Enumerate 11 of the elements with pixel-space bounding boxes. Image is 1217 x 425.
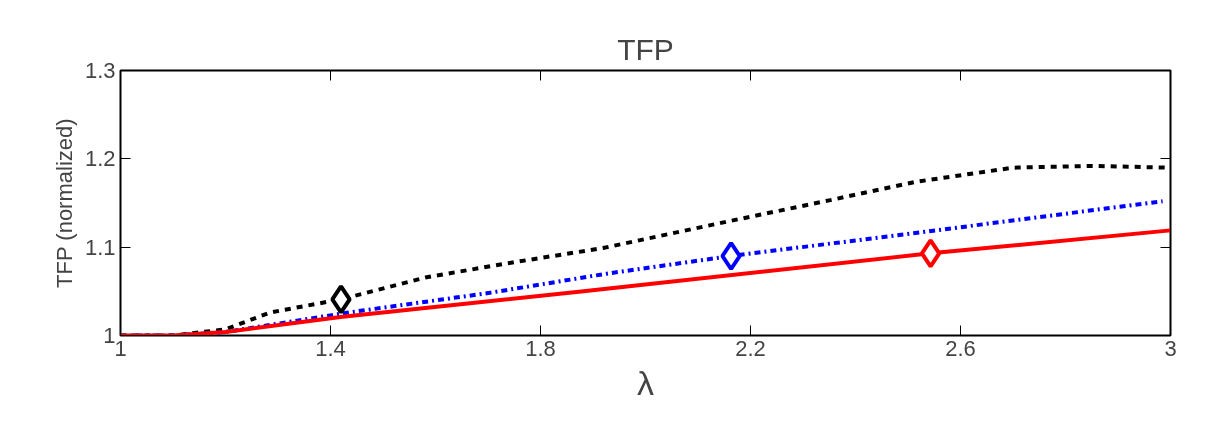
y-axis-title: TFP (normalized) bbox=[51, 118, 77, 288]
y-tick-label: 1.2 bbox=[84, 146, 116, 172]
x-axis-title: λ bbox=[637, 363, 654, 402]
y-tick-label: 1.3 bbox=[84, 58, 116, 83]
x-tick-label: 3 bbox=[1164, 335, 1177, 361]
chart-title: TFP bbox=[617, 32, 674, 66]
y-tick-label: 1.1 bbox=[84, 234, 116, 260]
x-tick-label: 1.4 bbox=[315, 335, 346, 361]
x-tick-label: 2.6 bbox=[945, 335, 976, 361]
x-tick-label: 2.2 bbox=[735, 335, 766, 361]
x-tick-label: 1.8 bbox=[525, 335, 556, 361]
